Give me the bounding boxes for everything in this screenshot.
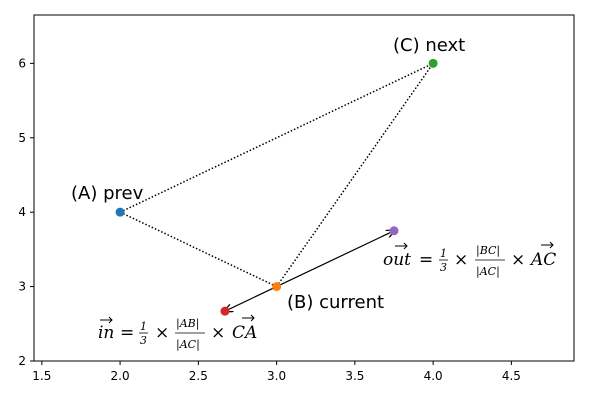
dotted-line [119,211,277,288]
point-out [389,226,399,236]
point-next [428,58,438,68]
in-vector-arrow [100,316,113,324]
out-vector-arrow [395,242,408,250]
in-equals: = [120,323,134,343]
point-prev [115,207,125,217]
in-times-2: × [211,323,225,343]
out-times-1: × [454,250,468,270]
x-tick-label: 4.0 [424,369,443,383]
arrows [225,231,394,311]
x-tick-label: 3.0 [267,369,286,383]
points [115,58,438,316]
vector-arrow [225,286,277,312]
y-tick-label: 2 [18,354,26,368]
x-tick-label: 4.5 [502,369,521,383]
x-tick-label: 1.5 [32,369,51,383]
in-frac-den: 3 [140,334,147,347]
out-vector-ac-arrow [541,241,554,249]
axis-ticks: 1.5 2.0 2.5 3.0 3.5 4.0 4.5 2 3 4 5 6 [18,56,521,383]
in-ratio-num: |AB| [176,317,199,331]
in-frac-num: 1 [140,320,147,333]
in-ratio-den: |AC| [176,338,200,352]
in-lhs: in [98,323,114,343]
out-ratio-num: |BC| [476,244,500,258]
out-equals: = [419,250,433,270]
x-tick-label: 2.5 [189,369,208,383]
point-current [272,282,282,292]
y-tick-label: 5 [18,131,26,145]
point-in [220,306,230,316]
vector-arrow [276,231,394,288]
x-tick-label: 3.5 [345,369,364,383]
plot-area [33,14,575,362]
out-times-2: × [511,250,525,270]
dotted-lines [119,62,434,288]
in-vector: CA [232,323,257,343]
out-formula: out = 1 3 × |BC| |AC| × AC [383,241,556,279]
in-formula: in = 1 3 × |AB| |AC| × CA [98,314,257,352]
label-next: (C) next [393,35,465,56]
out-ratio-den: |AC| [476,265,500,279]
label-current: (B) current [287,292,384,313]
y-tick-label: 4 [18,205,26,219]
in-times-1: × [155,323,169,343]
out-vector: AC [529,250,556,270]
in-vector-ca-arrow [242,314,255,322]
y-tick-label: 6 [18,56,26,70]
out-lhs: out [383,250,411,270]
y-tick-label: 3 [18,280,26,294]
x-tick-label: 2.0 [111,369,130,383]
label-prev: (A) prev [71,183,144,204]
out-frac-num: 1 [440,247,447,260]
out-frac-den: 3 [440,261,447,274]
